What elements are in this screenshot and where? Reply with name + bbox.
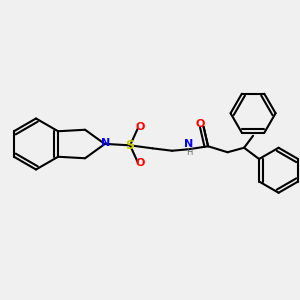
- Text: O: O: [195, 119, 205, 129]
- Text: O: O: [136, 158, 145, 168]
- Text: H: H: [186, 148, 192, 157]
- Text: O: O: [136, 122, 145, 132]
- Text: N: N: [101, 138, 111, 148]
- Text: N: N: [184, 140, 193, 149]
- Text: S: S: [126, 139, 135, 152]
